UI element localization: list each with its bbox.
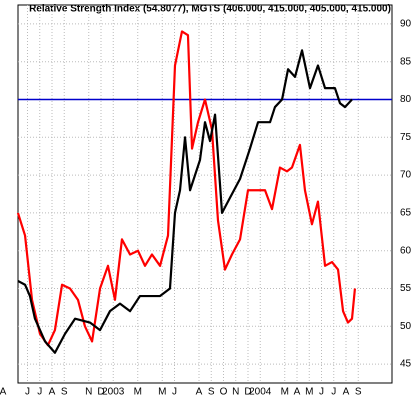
x-tick-label: 2003 — [102, 387, 125, 398]
y-tick-label: 85 — [400, 56, 412, 67]
y-tick-label: 55 — [400, 283, 412, 294]
x-tick-label: D — [97, 387, 104, 398]
y-tick-label: 60 — [400, 245, 412, 256]
x-tick-label: D — [244, 387, 251, 398]
x-tick-label: J — [319, 387, 324, 398]
series-line — [16, 30, 357, 347]
x-tick-label: S — [208, 387, 215, 398]
x-tick-label: O — [220, 387, 228, 398]
x-tick-label: 2004 — [249, 387, 272, 398]
x-tick-label: S — [61, 387, 68, 398]
x-tick-label: A — [49, 387, 56, 398]
x-tick-label: A — [196, 387, 203, 398]
x-tick-label: J — [331, 387, 336, 398]
x-tick-label: A — [343, 387, 350, 398]
series-line — [17, 49, 353, 354]
chart-title: Relative Strength Index (54.8077), MGTS … — [29, 4, 391, 15]
x-tick-label: J — [172, 387, 177, 398]
y-tick-label: 80 — [400, 94, 412, 105]
y-tick-label: 75 — [400, 132, 412, 143]
x-tick-label: M — [158, 387, 166, 398]
x-tick-label: J — [37, 387, 42, 398]
x-tick-label: S — [355, 387, 362, 398]
y-tick-label: 50 — [400, 321, 412, 332]
x-tick-label: J — [25, 387, 30, 398]
plot-frame — [17, 4, 393, 384]
x-tick-label: M — [134, 387, 142, 398]
y-tick-label: 70 — [400, 170, 412, 181]
y-tick-label: 45 — [400, 359, 412, 370]
x-tick-label: A — [0, 387, 7, 398]
y-tick-label: 90 — [400, 19, 412, 30]
x-tick-label: A — [294, 387, 301, 398]
x-tick-label: M — [305, 387, 313, 398]
y-tick-label: 65 — [400, 208, 412, 219]
x-tick-label: M — [281, 387, 289, 398]
x-tick-label: N — [85, 387, 92, 398]
x-tick-label: N — [232, 387, 239, 398]
